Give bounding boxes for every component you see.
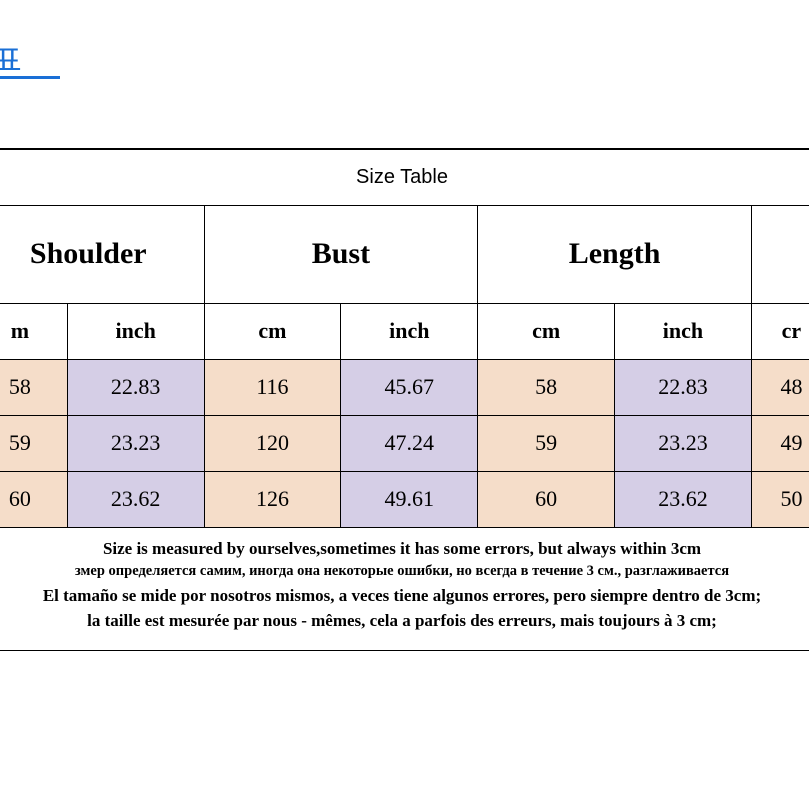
page-tab-underline	[0, 76, 60, 79]
page-tab-label: 표	[0, 36, 24, 80]
note-russian: змер определяется самим, иногда она неко…	[0, 561, 809, 583]
cell-length-cm: 58	[478, 359, 615, 415]
cell-length-in: 22.83	[615, 359, 752, 415]
cell-bust-cm: 116	[204, 359, 341, 415]
cell-bust-in: 47.24	[341, 415, 478, 471]
cell-extra-cm: 50	[751, 471, 809, 527]
cell-shoulder-in: 22.83	[67, 359, 204, 415]
cell-shoulder-in: 23.62	[67, 471, 204, 527]
cell-bust-in: 45.67	[341, 359, 478, 415]
cell-extra-cm: 48	[751, 359, 809, 415]
col-header-shoulder: Shoulder	[0, 205, 204, 303]
cell-shoulder-cm: 59	[0, 415, 67, 471]
unit-shoulder-cm: m	[0, 303, 67, 359]
note-french: la taille est mesurée par nous - mêmes, …	[0, 608, 809, 634]
unit-length-inch: inch	[615, 303, 752, 359]
cell-length-in: 23.23	[615, 415, 752, 471]
size-table: Size Table Shoulder Bust Length m inch c…	[0, 148, 809, 528]
table-row: 58 22.83 116 45.67 58 22.83 48	[0, 359, 809, 415]
note-spanish: El tamaño se mide por nosotros mismos, a…	[0, 583, 809, 609]
table-unit-row: m inch cm inch cm inch cr	[0, 303, 809, 359]
cell-shoulder-in: 23.23	[67, 415, 204, 471]
table-title-row: Size Table	[0, 149, 809, 205]
table-row: 60 23.62 126 49.61 60 23.62 50	[0, 471, 809, 527]
col-header-bust: Bust	[204, 205, 478, 303]
size-notes: Size is measured by ourselves,sometimes …	[0, 528, 809, 651]
table-header-row: Shoulder Bust Length	[0, 205, 809, 303]
unit-bust-cm: cm	[204, 303, 341, 359]
note-english: Size is measured by ourselves,sometimes …	[0, 536, 809, 562]
unit-length-cm: cm	[478, 303, 615, 359]
cell-extra-cm: 49	[751, 415, 809, 471]
cell-shoulder-cm: 60	[0, 471, 67, 527]
cell-length-cm: 60	[478, 471, 615, 527]
cell-bust-cm: 126	[204, 471, 341, 527]
col-header-extra	[751, 205, 809, 303]
unit-shoulder-inch: inch	[67, 303, 204, 359]
cell-length-in: 23.62	[615, 471, 752, 527]
size-table-container: Size Table Shoulder Bust Length m inch c…	[0, 148, 809, 651]
cell-bust-cm: 120	[204, 415, 341, 471]
col-header-length: Length	[478, 205, 752, 303]
table-title: Size Table	[0, 149, 809, 205]
unit-extra-cm: cr	[751, 303, 809, 359]
cell-bust-in: 49.61	[341, 471, 478, 527]
unit-bust-inch: inch	[341, 303, 478, 359]
table-row: 59 23.23 120 47.24 59 23.23 49	[0, 415, 809, 471]
cell-length-cm: 59	[478, 415, 615, 471]
cell-shoulder-cm: 58	[0, 359, 67, 415]
